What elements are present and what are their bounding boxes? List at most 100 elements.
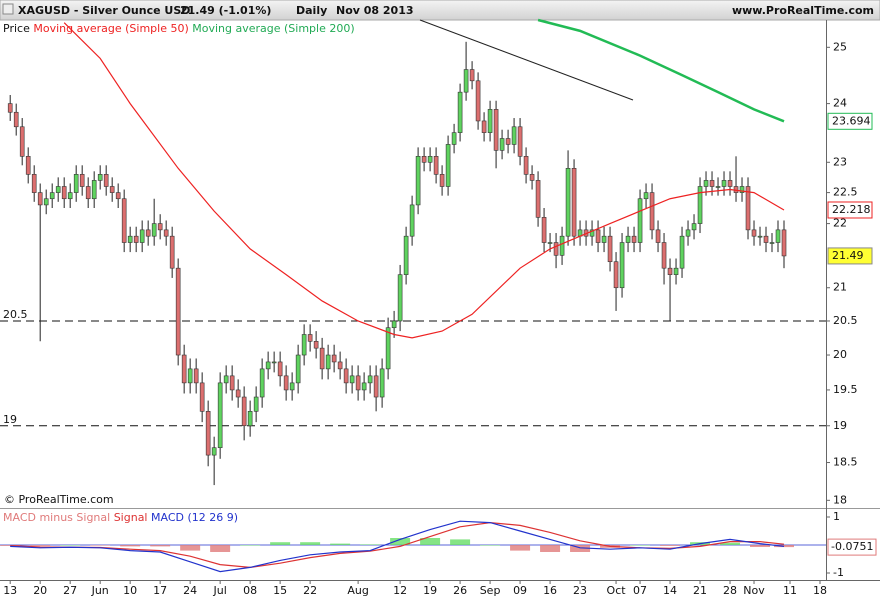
x-tick-label: 14: [663, 584, 677, 597]
level-label: 20.5: [3, 308, 28, 321]
x-tick-label: 21: [693, 584, 707, 597]
x-tick-label: 17: [153, 584, 167, 597]
chart-title: XAGUSD - Silver Ounce USD: [18, 4, 190, 17]
candle-body: [535, 180, 541, 218]
candle-body: [367, 375, 373, 384]
candle-body: [361, 382, 367, 391]
histogram-bar: [60, 545, 81, 546]
x-tick-label: 10: [123, 584, 137, 597]
value-box: [827, 201, 873, 219]
candle-body: [199, 382, 205, 412]
candle-body: [517, 126, 523, 157]
candle-body: [79, 174, 85, 187]
candle-body: [499, 138, 505, 151]
candle-body: [649, 192, 655, 231]
watermark: © ProRealTime.com: [4, 493, 114, 506]
histogram-bar: [510, 545, 531, 551]
candle-body: [343, 368, 349, 384]
candle-body: [763, 235, 769, 243]
histogram-bar: [240, 545, 261, 546]
histogram-bar: [540, 545, 561, 552]
header-bar: [0, 0, 880, 21]
x-tick-label: 09: [513, 584, 527, 597]
value-box: [827, 538, 877, 556]
x-tick-label: 23: [573, 584, 587, 597]
trend-line: [419, 19, 634, 101]
candle-body: [493, 109, 499, 151]
candle-body: [511, 126, 517, 145]
candle-body: [421, 156, 427, 163]
candle-body: [145, 229, 151, 237]
y-tick-label: 20.5: [833, 314, 858, 327]
candle-body: [643, 192, 649, 200]
candle-body: [151, 223, 157, 237]
candle-body: [457, 91, 463, 133]
candle-body: [91, 180, 97, 200]
candle-body: [475, 80, 481, 122]
candle-body: [727, 180, 733, 187]
value-label: 23.694: [832, 114, 871, 127]
candle-body: [193, 368, 199, 384]
histogram-bar: [180, 545, 201, 551]
y-tick-label: 1: [833, 510, 840, 523]
histogram-bar: [0, 545, 21, 546]
candle-body: [703, 180, 709, 187]
candle-body: [295, 354, 301, 384]
candle-body: [49, 192, 55, 200]
macd-line: [10, 520, 785, 573]
x-tick-label: Oct: [607, 584, 627, 597]
legend-entry: MACD minus Signal: [3, 511, 110, 524]
x-tick-label: 12: [393, 584, 407, 597]
candle-body: [19, 126, 25, 157]
candle-body: [415, 156, 421, 206]
source: www.ProRealTime.com: [732, 4, 874, 17]
y-tick-label: 24: [833, 97, 847, 110]
candle-body: [139, 229, 145, 243]
y-tick-label: 20: [833, 348, 847, 361]
histogram-bar: [480, 545, 501, 546]
histogram-bar: [630, 545, 651, 546]
candle-body: [247, 411, 253, 427]
candles: [7, 41, 787, 486]
histogram-bar: [570, 545, 591, 552]
histogram-bar: [750, 545, 771, 547]
candle-body: [385, 327, 391, 370]
candle-body: [169, 235, 175, 269]
candle-body: [31, 174, 37, 193]
x-tick-label: 20: [33, 584, 47, 597]
y-tick-label: 19: [833, 419, 847, 432]
candle-body: [571, 168, 577, 237]
x-tick-label: 26: [453, 584, 467, 597]
x-tick-label: 07: [633, 584, 647, 597]
candle-body: [445, 144, 451, 187]
candle-body: [313, 341, 319, 349]
candle-body: [409, 204, 415, 237]
candle-body: [235, 389, 241, 398]
histogram-bar: [420, 538, 441, 545]
x-tick-label: 22: [303, 584, 317, 597]
candle-body: [595, 229, 601, 243]
candle-body: [529, 174, 535, 181]
candle-body: [673, 267, 679, 275]
candle-body: [781, 229, 787, 257]
candle-body: [679, 235, 685, 269]
candle-body: [757, 235, 763, 238]
candle-body: [307, 334, 313, 342]
candle-body: [73, 174, 79, 193]
candle-body: [373, 375, 379, 398]
y-tick-label: 22.5: [833, 186, 858, 199]
x-tick-label: 27: [63, 584, 77, 597]
candle-body: [301, 334, 307, 356]
candle-body: [715, 186, 721, 188]
legend-entry: Moving average (Simple 50): [33, 22, 188, 35]
candle-body: [619, 242, 625, 289]
candle-body: [547, 242, 553, 244]
candle-body: [133, 235, 139, 243]
level-label: 19: [3, 413, 17, 426]
x-tick-label: 19: [423, 584, 437, 597]
histogram-bar: [720, 542, 741, 545]
y-tick-label: 23: [833, 155, 847, 168]
candle-body: [277, 361, 283, 377]
y-tick-label: 18.5: [833, 456, 858, 469]
candle-body: [745, 186, 751, 231]
